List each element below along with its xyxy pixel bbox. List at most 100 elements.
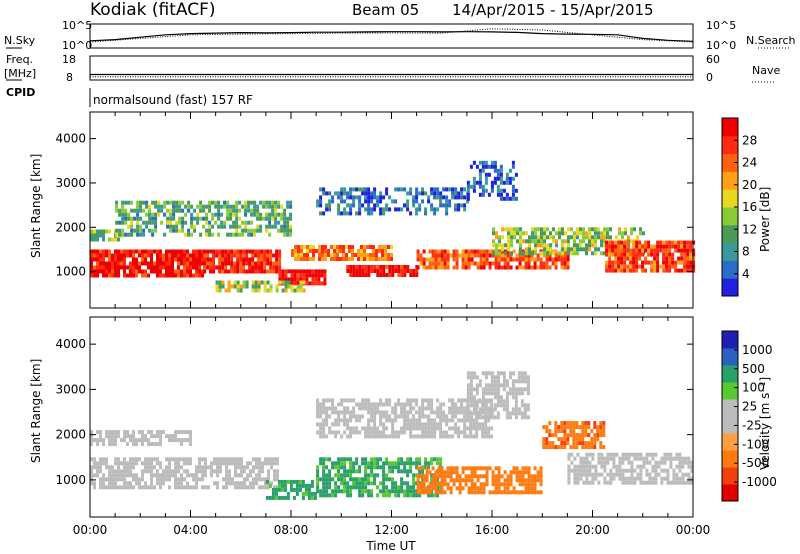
echo-cell: [237, 481, 240, 486]
echo-cell: [171, 265, 174, 270]
echo-cell: [130, 232, 134, 237]
echo-cell: [166, 200, 170, 205]
echo-cell: [487, 391, 491, 396]
echo-cell: [249, 481, 252, 486]
echo-cell: [144, 481, 147, 486]
echo-cell: [379, 207, 383, 212]
echo-cell: [142, 220, 146, 225]
echo-cell: [629, 252, 633, 257]
echo-cell: [349, 265, 353, 269]
echo-cell: [394, 406, 398, 411]
echo-cell: [484, 418, 488, 423]
echo-cell: [252, 485, 255, 490]
echo-cell: [549, 243, 552, 248]
echo-cell: [427, 398, 431, 403]
echo-cell: [578, 441, 582, 446]
echo-cell: [349, 191, 353, 196]
echo-cell: [569, 421, 573, 426]
echo-cell: [230, 257, 234, 262]
echo-cell: [496, 395, 500, 400]
echo-cell: [228, 477, 231, 482]
echo-cell: [108, 237, 111, 242]
echo-cell: [433, 418, 437, 423]
echo-cell: [352, 265, 356, 269]
echo-cell: [618, 227, 621, 232]
echo-cell: [337, 457, 341, 462]
echo-cell: [519, 227, 522, 232]
echo-cell: [355, 402, 359, 407]
echo-cell: [247, 232, 251, 237]
echo-cell: [481, 184, 485, 189]
echo-cell: [388, 414, 392, 419]
echo-cell: [204, 473, 207, 478]
echo-cell: [617, 240, 621, 245]
echo-cell: [160, 220, 164, 225]
echo-cell: [539, 261, 543, 266]
echo-cell: [227, 284, 231, 289]
echo-cell: [218, 284, 222, 289]
echo-cell: [572, 437, 576, 442]
echo-cell: [508, 415, 512, 420]
echo-cell: [258, 473, 261, 478]
echo-cell: [630, 460, 634, 465]
echo-cell: [609, 235, 612, 240]
echo-cell: [650, 260, 654, 265]
echo-cell: [540, 243, 543, 248]
echo-cell: [475, 399, 479, 404]
colorbar-tick-label: 16: [742, 200, 757, 214]
echo-cell: [588, 243, 591, 248]
echo-cell: [436, 195, 440, 200]
echo-cell: [251, 288, 255, 293]
echo-cell: [373, 473, 377, 478]
echo-cell: [184, 220, 188, 225]
echo-cell: [274, 200, 278, 205]
echo-cell: [519, 251, 522, 256]
echo-cell: [265, 204, 269, 209]
echo-cell: [289, 483, 293, 488]
echo-cell: [457, 426, 461, 431]
echo-cell: [689, 240, 693, 245]
echo-cell: [466, 199, 470, 204]
echo-cell: [633, 476, 637, 481]
echo-cell: [258, 477, 261, 482]
echo-cell: [186, 469, 189, 474]
echo-cell: [439, 457, 443, 462]
echo-cell: [397, 265, 401, 269]
echo-cell: [549, 251, 552, 256]
echo-cell: [488, 253, 492, 258]
echo-cell: [555, 243, 558, 248]
echo-cell: [102, 457, 105, 462]
echo-cell: [198, 469, 201, 474]
echo-cell: [302, 288, 306, 293]
echo-cell: [513, 231, 516, 236]
echo-cell: [114, 434, 117, 439]
echo-cell: [247, 200, 251, 205]
echo-cell: [281, 288, 285, 293]
echo-cell: [382, 414, 386, 419]
echo-cell: [517, 407, 521, 412]
echo-cell: [454, 203, 458, 208]
echo-cell: [274, 204, 278, 209]
echo-cell: [509, 474, 513, 479]
echo-cell: [632, 248, 636, 253]
colorbar-segment: [722, 365, 738, 383]
echo-cell: [364, 207, 368, 212]
echo-cell: [548, 433, 552, 438]
echo-cell: [505, 379, 509, 384]
echo-cell: [132, 249, 135, 254]
echo-cell: [394, 481, 398, 486]
echo-cell: [114, 442, 117, 447]
echo-cell: [147, 469, 150, 474]
echo-cell: [385, 457, 389, 462]
noise-panel: N.Sky 10^5 10^0 10^5 10^0 N.Search: [4, 19, 796, 52]
echo-cell: [509, 490, 513, 495]
echo-cell: [96, 438, 99, 443]
echo-cell: [299, 288, 303, 293]
echo-cell: [587, 425, 591, 430]
echo-cell: [501, 247, 504, 252]
echo-cell: [600, 460, 604, 465]
echo-cell: [159, 434, 162, 439]
echo-cell: [169, 200, 173, 205]
echo-cell: [464, 474, 468, 479]
echo-cell: [469, 399, 473, 404]
